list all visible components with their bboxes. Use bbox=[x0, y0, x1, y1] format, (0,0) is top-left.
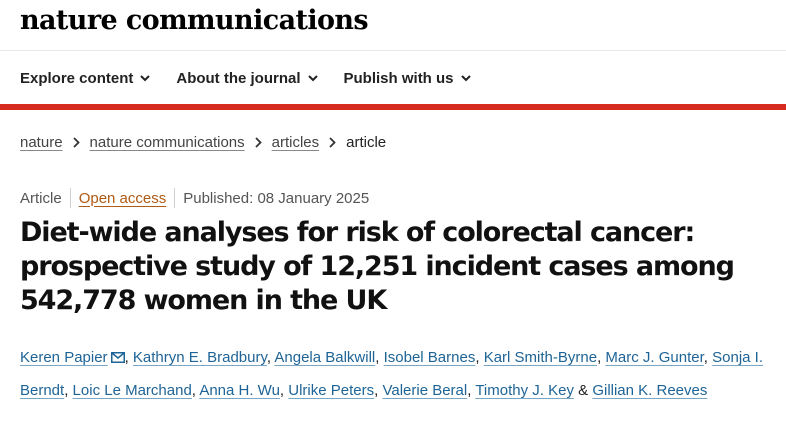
nav-explore-content-label: Explore content bbox=[20, 69, 134, 87]
author-link[interactable]: Loic Le Marchand bbox=[72, 382, 192, 399]
chevron-down-icon bbox=[140, 74, 151, 82]
nav-publish-with-us[interactable]: Publish with us bbox=[344, 70, 471, 87]
author-separator: , bbox=[266, 349, 272, 366]
main-nav: Explore content About the journal Publis… bbox=[20, 60, 497, 96]
meta-divider bbox=[174, 188, 176, 208]
author-link[interactable]: Anna H. Wu bbox=[199, 382, 280, 399]
author-link[interactable]: Valerie Beral bbox=[382, 382, 468, 399]
nav-about-journal-label: About the journal bbox=[176, 69, 301, 87]
author-separator: , bbox=[703, 349, 708, 366]
breadcrumb-articles[interactable]: articles bbox=[271, 133, 320, 151]
chevron-down-icon bbox=[460, 74, 471, 82]
chevron-down-icon bbox=[307, 74, 318, 82]
journal-logo[interactable]: nature communications bbox=[20, 5, 369, 36]
published-date: Published: 08 January 2025 bbox=[183, 189, 370, 207]
author-separator: , bbox=[375, 349, 380, 366]
nav-about-journal[interactable]: About the journal bbox=[176, 69, 318, 87]
header-divider bbox=[0, 50, 786, 51]
author-separator: , bbox=[374, 382, 379, 399]
article-meta: Article Open access Published: 08 Januar… bbox=[20, 186, 369, 210]
author-separator: , bbox=[191, 382, 196, 399]
author-separator: , bbox=[597, 349, 602, 366]
author-separator: , bbox=[124, 349, 129, 366]
author-link[interactable]: Timothy J. Key bbox=[475, 382, 574, 399]
mail-icon[interactable] bbox=[110, 343, 125, 375]
author-link[interactable]: Sonja I. Berndt bbox=[20, 349, 763, 399]
breadcrumb: nature nature communications articles ar… bbox=[20, 130, 386, 154]
article-type: Article bbox=[20, 189, 62, 207]
open-access-link[interactable]: Open access bbox=[78, 189, 167, 207]
breadcrumb-nature[interactable]: nature bbox=[20, 133, 63, 151]
author-ampersand: & bbox=[578, 382, 589, 399]
author-link[interactable]: Kathryn E. Bradbury bbox=[132, 349, 267, 366]
author-separator: , bbox=[279, 382, 285, 399]
nav-explore-content[interactable]: Explore content bbox=[20, 69, 151, 87]
author-link[interactable]: Karl Smith-Byrne bbox=[483, 349, 598, 366]
meta-divider bbox=[69, 188, 71, 208]
breadcrumb-nature-communications[interactable]: nature communications bbox=[89, 133, 245, 151]
chevron-right-icon bbox=[72, 136, 80, 148]
nav-publish-with-us-label: Publish with us bbox=[343, 69, 454, 87]
accent-bar bbox=[0, 104, 786, 110]
chevron-right-icon bbox=[254, 136, 262, 148]
author-list: Keren Papier, Kathryn E. Bradbury, Angel… bbox=[20, 342, 765, 407]
author-separator: , bbox=[467, 382, 472, 399]
author-separator: , bbox=[475, 349, 480, 366]
author-separator: , bbox=[64, 382, 69, 399]
author-link[interactable]: Angela Balkwill bbox=[274, 349, 376, 366]
author-link[interactable]: Gillian K. Reeves bbox=[592, 382, 708, 399]
author-link[interactable]: Isobel Barnes bbox=[383, 349, 476, 366]
article-title: Diet-wide analyses for risk of colorecta… bbox=[20, 217, 735, 316]
author-link[interactable]: Marc J. Gunter bbox=[605, 349, 704, 366]
breadcrumb-current: article bbox=[346, 133, 387, 151]
author-link[interactable]: Ulrike Peters bbox=[288, 382, 375, 399]
author-link[interactable]: Keren Papier bbox=[20, 349, 108, 366]
chevron-right-icon bbox=[329, 136, 336, 148]
